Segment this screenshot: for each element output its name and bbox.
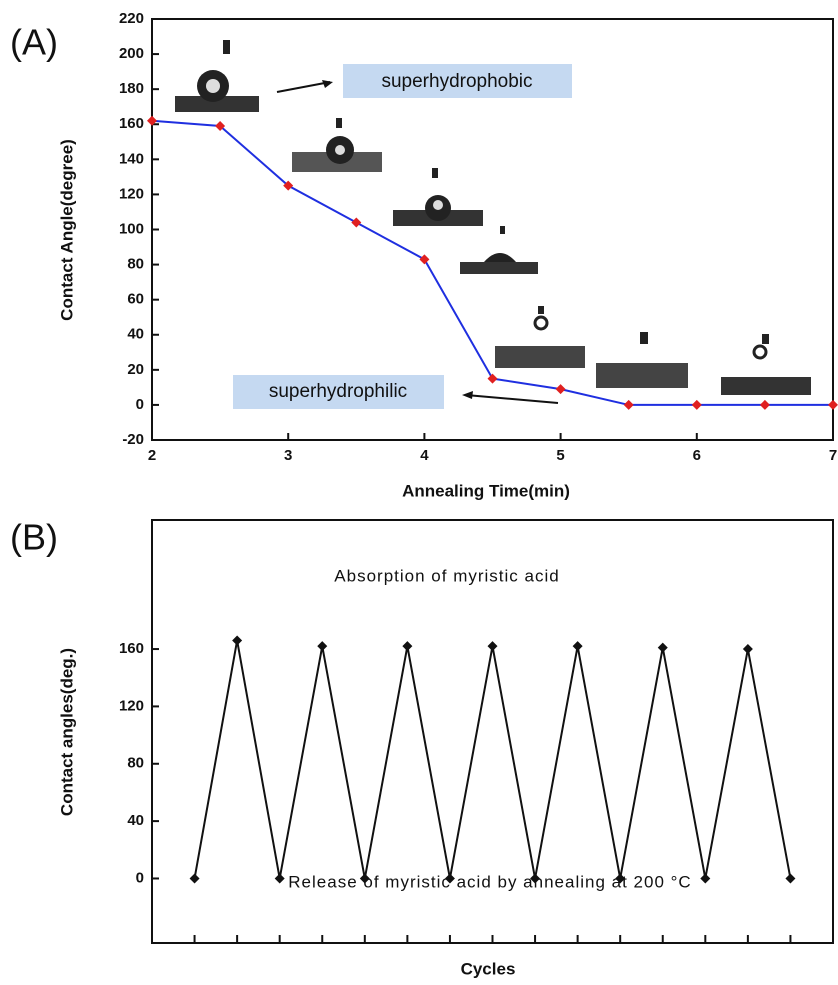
data-marker: [444, 873, 455, 884]
x-tick-label: 2: [148, 447, 156, 464]
data-marker: [785, 873, 796, 884]
data-marker: [189, 873, 200, 884]
y-tick-label: 160: [119, 640, 144, 657]
data-marker: [351, 217, 362, 228]
panel-label: (B): [10, 517, 58, 558]
annotation: Absorption of myristic acid: [334, 566, 559, 585]
y-tick-label: -20: [122, 431, 144, 448]
data-marker: [215, 121, 226, 132]
y-tick-label: 120: [119, 185, 144, 202]
x-tick-label: 4: [420, 447, 429, 464]
x-tick-label: 3: [284, 447, 292, 464]
data-marker: [700, 873, 711, 884]
data-marker: [742, 644, 753, 655]
data-marker: [487, 373, 498, 384]
x-tick-label: 5: [556, 447, 564, 464]
data-marker: [487, 641, 498, 652]
data-marker: [232, 635, 243, 646]
x-tick-label: 7: [829, 447, 837, 464]
annotation: superhydrophilic: [269, 381, 407, 402]
data-marker: [828, 399, 838, 410]
y-tick-label: 0: [136, 869, 144, 886]
y-tick-label: 80: [127, 256, 144, 273]
x-tick-label: 6: [693, 447, 701, 464]
y-tick-label: 120: [119, 697, 144, 714]
y-tick-label: 100: [119, 220, 144, 237]
data-marker: [419, 254, 430, 265]
data-marker: [274, 873, 285, 884]
y-tick-label: 40: [127, 326, 144, 343]
x-axis-label: Annealing Time(min): [402, 481, 570, 500]
droplet-photos: [175, 40, 811, 395]
data-marker: [317, 641, 328, 652]
y-tick-label: 20: [127, 361, 144, 378]
arrow-head: [322, 80, 333, 88]
data-marker: [530, 873, 541, 884]
y-tick-label: 160: [119, 115, 144, 132]
arrow: [465, 394, 559, 404]
data-marker: [283, 180, 294, 191]
x-axis-label: Cycles: [461, 959, 516, 978]
data-marker: [615, 873, 626, 884]
y-tick-label: 80: [127, 755, 144, 772]
arrow-head: [462, 391, 473, 399]
annotation: Release of myristic acid by annealing at…: [288, 872, 691, 891]
data-marker: [691, 399, 702, 410]
y-tick-label: 200: [119, 45, 144, 62]
y-tick-label: 140: [119, 150, 144, 167]
data-marker: [402, 641, 413, 652]
annotation-box: [233, 375, 444, 409]
arrow: [276, 81, 331, 93]
data-marker: [572, 641, 583, 652]
y-tick-label: 180: [119, 80, 144, 97]
panel-label: (A): [10, 22, 58, 63]
data-marker: [623, 399, 634, 410]
y-tick-label: 40: [127, 812, 144, 829]
annotation-box: [343, 64, 572, 98]
data-marker: [759, 399, 770, 410]
y-axis-label: Contact angles(deg.): [57, 648, 76, 816]
y-axis-label: Contact Angle(degree): [57, 139, 76, 321]
y-tick-label: 0: [136, 396, 144, 413]
y-tick-label: 60: [127, 291, 144, 308]
data-marker: [555, 384, 566, 395]
data-marker: [657, 642, 668, 653]
data-marker: [359, 873, 370, 884]
annotation: superhydrophobic: [381, 71, 532, 92]
data-line: [193, 640, 792, 879]
y-tick-label: 220: [119, 10, 144, 27]
data-marker: [147, 115, 157, 126]
